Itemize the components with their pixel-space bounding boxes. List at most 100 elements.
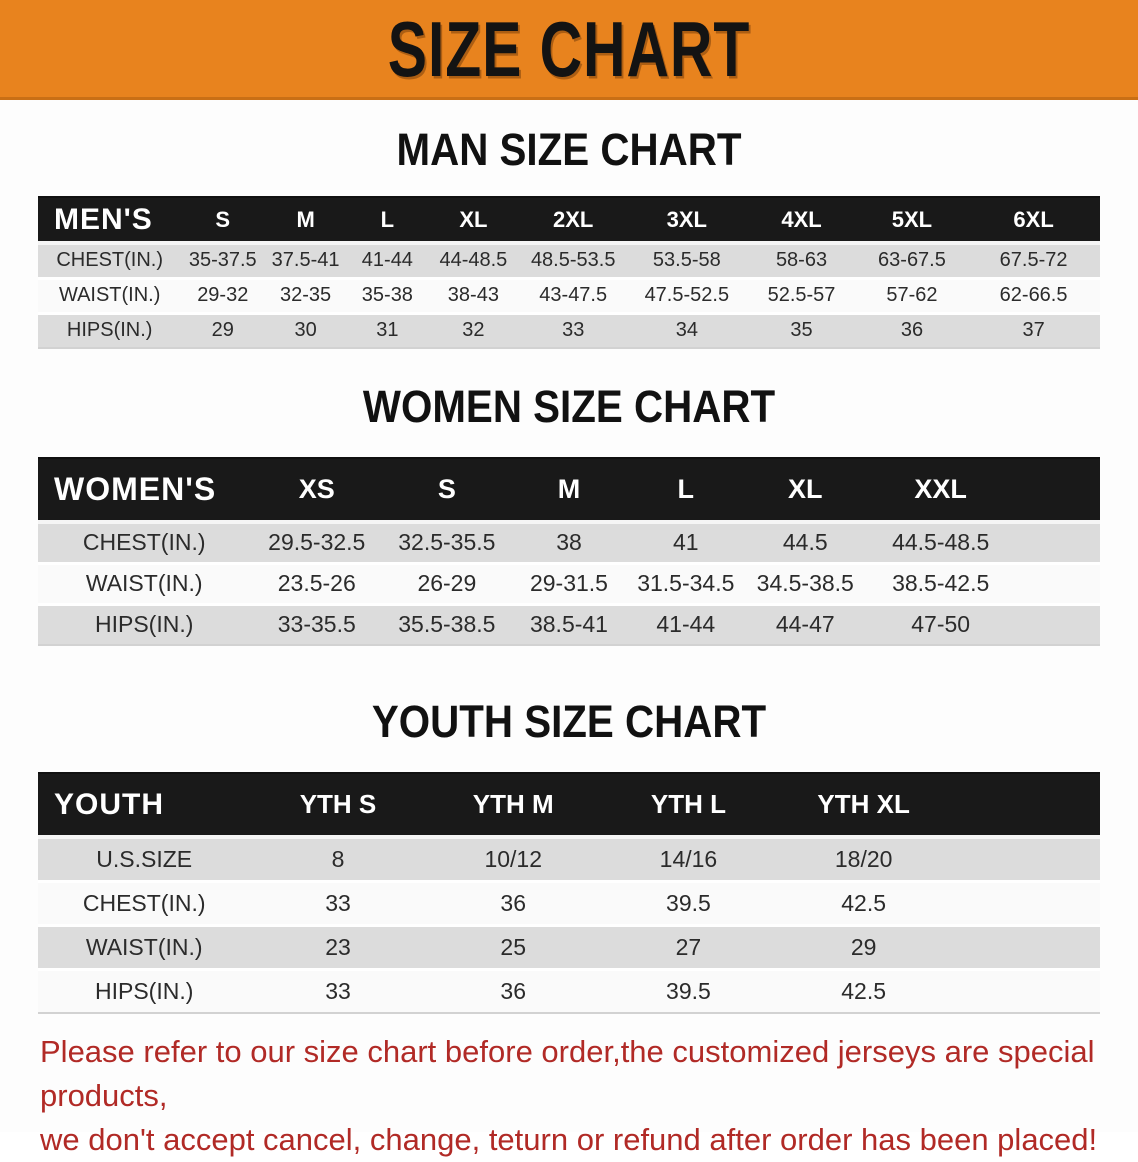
size-value-cell: 52.5-57 xyxy=(746,278,857,315)
size-column-header: L xyxy=(627,458,745,524)
size-header-row: YOUTH YTH S YTH M YTH L YTH XL xyxy=(38,773,1100,839)
section-heading-women: WOMEN SIZE CHART xyxy=(362,381,776,432)
section-heading-youth: YOUTH SIZE CHART xyxy=(371,696,767,747)
section-women: WOMEN SIZE CHART WOMEN'S XS S M L XL XXL CHEST(… xyxy=(0,381,1138,646)
row-label: CHEST(IN.) xyxy=(38,522,251,565)
size-value-cell: 32-35 xyxy=(264,278,348,315)
disclaimer-line-2: we don't accept cancel, change, teturn o… xyxy=(40,1122,1098,1157)
row-label: HIPS(IN.) xyxy=(38,313,182,349)
size-column-header: XL xyxy=(744,458,867,524)
size-value-cell: 32 xyxy=(427,313,520,349)
size-column-header: 4XL xyxy=(746,197,857,245)
size-value-cell: 41-44 xyxy=(347,243,428,280)
size-column-header: 5XL xyxy=(856,197,968,245)
size-value-cell: 41-44 xyxy=(627,604,745,646)
size-value-cell: 10/12 xyxy=(425,837,601,883)
size-value-cell: 36 xyxy=(856,313,968,349)
size-value-cell: 14/16 xyxy=(600,837,777,883)
measurement-row: CHEST(IN.) 33 36 39.5 42.5 xyxy=(38,881,1100,927)
size-value-cell: 35-37.5 xyxy=(181,243,265,280)
size-value-cell: 25 xyxy=(425,925,601,971)
size-column-header: S xyxy=(181,197,265,245)
disclaimer: Please refer to our size chart before or… xyxy=(0,1030,1138,1162)
size-value-cell: 34 xyxy=(627,313,747,349)
row-label: HIPS(IN.) xyxy=(38,969,251,1014)
group-label: MEN'S xyxy=(38,197,182,245)
size-value-cell: 26-29 xyxy=(383,563,511,606)
size-value-cell: 33 xyxy=(250,881,426,927)
size-value-cell: 37.5-41 xyxy=(264,243,348,280)
size-column-header: 2XL xyxy=(519,197,628,245)
row-spacer xyxy=(951,881,1100,927)
size-value-cell: 32.5-35.5 xyxy=(383,522,511,565)
size-value-cell: 44-48.5 xyxy=(427,243,520,280)
size-value-cell: 27 xyxy=(600,925,777,971)
measurement-row: WAIST(IN.) 23.5-26 26-29 29-31.5 31.5-34.5 34… xyxy=(38,563,1100,606)
size-column-header: M xyxy=(264,197,348,245)
size-value-cell: 29.5-32.5 xyxy=(250,522,384,565)
size-value-cell: 36 xyxy=(425,881,601,927)
row-spacer xyxy=(1015,522,1100,565)
row-label: WAIST(IN.) xyxy=(38,563,251,606)
section-youth: YOUTH SIZE CHART YOUTH YTH S YTH M YTH L YTH… xyxy=(0,696,1138,1014)
size-value-cell: 29 xyxy=(776,925,952,971)
measurement-row: CHEST(IN.) 29.5-32.5 32.5-35.5 38 41 44.5 44.5… xyxy=(38,522,1100,565)
size-value-cell: 47-50 xyxy=(866,604,1015,646)
size-value-cell: 39.5 xyxy=(600,969,777,1014)
size-column-header: S xyxy=(383,458,511,524)
row-label: CHEST(IN.) xyxy=(38,881,251,927)
section-heading-men: MAN SIZE CHART xyxy=(396,124,742,175)
size-value-cell: 29 xyxy=(181,313,265,349)
size-value-cell: 38-43 xyxy=(427,278,520,315)
size-value-cell: 48.5-53.5 xyxy=(519,243,628,280)
size-value-cell: 38.5-42.5 xyxy=(866,563,1015,606)
size-value-cell: 34.5-38.5 xyxy=(744,563,867,606)
size-header-row: WOMEN'S XS S M L XL XXL xyxy=(38,458,1100,524)
size-value-cell: 8 xyxy=(250,837,426,883)
size-value-cell: 42.5 xyxy=(776,881,952,927)
size-value-cell: 23 xyxy=(250,925,426,971)
size-value-cell: 33 xyxy=(250,969,426,1014)
size-value-cell: 41 xyxy=(627,522,745,565)
size-value-cell: 23.5-26 xyxy=(250,563,384,606)
size-value-cell: 29-32 xyxy=(181,278,265,315)
size-value-cell: 62-66.5 xyxy=(967,278,1100,315)
size-column-header: XL xyxy=(427,197,520,245)
size-value-cell: 29-31.5 xyxy=(510,563,628,606)
size-value-cell: 30 xyxy=(264,313,348,349)
size-column-header: 6XL xyxy=(967,197,1100,245)
size-column-header: YTH L xyxy=(600,773,777,839)
group-label: YOUTH xyxy=(38,773,251,839)
size-column-header: M xyxy=(510,458,628,524)
row-spacer xyxy=(951,969,1100,1014)
banner: SIZE CHART xyxy=(0,0,1138,100)
page-title: SIZE CHART xyxy=(387,4,751,93)
size-value-cell: 31 xyxy=(347,313,428,349)
row-spacer xyxy=(951,925,1100,971)
row-label: WAIST(IN.) xyxy=(38,925,251,971)
row-label: HIPS(IN.) xyxy=(38,604,251,646)
size-value-cell: 43-47.5 xyxy=(519,278,628,315)
row-label: U.S.SIZE xyxy=(38,837,251,883)
size-value-cell: 57-62 xyxy=(856,278,968,315)
size-value-cell: 37 xyxy=(967,313,1100,349)
measurement-row: CHEST(IN.) 35-37.5 37.5-41 41-44 44-48.5 48.5… xyxy=(38,243,1100,280)
row-spacer xyxy=(951,837,1100,883)
size-value-cell: 35 xyxy=(746,313,857,349)
row-spacer xyxy=(1015,604,1100,646)
measurement-row: HIPS(IN.) 29 30 31 32 33 34 35 36 37 xyxy=(38,313,1100,349)
header-spacer xyxy=(951,773,1100,839)
size-value-cell: 35.5-38.5 xyxy=(383,604,511,646)
size-column-header: YTH S xyxy=(250,773,426,839)
size-value-cell: 39.5 xyxy=(600,881,777,927)
size-value-cell: 38.5-41 xyxy=(510,604,628,646)
size-value-cell: 53.5-58 xyxy=(627,243,747,280)
size-value-cell: 42.5 xyxy=(776,969,952,1014)
size-column-header: 3XL xyxy=(627,197,747,245)
size-value-cell: 58-63 xyxy=(746,243,857,280)
measurement-row: WAIST(IN.) 23 25 27 29 xyxy=(38,925,1100,971)
size-value-cell: 31.5-34.5 xyxy=(627,563,745,606)
size-value-cell: 38 xyxy=(510,522,628,565)
row-label: CHEST(IN.) xyxy=(38,243,182,280)
